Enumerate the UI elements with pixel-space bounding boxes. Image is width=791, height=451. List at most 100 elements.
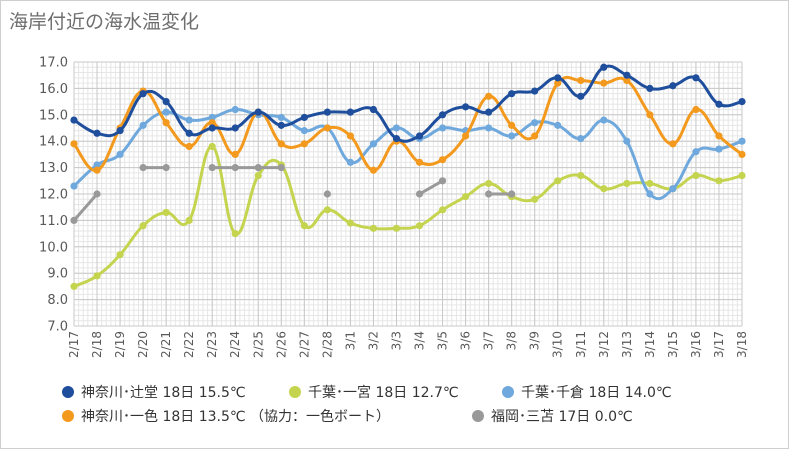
data-point (461, 132, 470, 140)
data-point (277, 121, 285, 129)
x-tick-label: 3/6 (459, 331, 473, 350)
data-point (139, 90, 147, 98)
data-point (715, 177, 723, 185)
data-point (116, 251, 124, 259)
data-point (162, 208, 170, 217)
data-point (116, 127, 124, 135)
x-tick-label: 3/3 (389, 331, 403, 350)
data-point (646, 190, 654, 198)
data-point (277, 113, 285, 122)
data-point (738, 98, 746, 106)
data-point (415, 158, 424, 166)
data-point (600, 116, 608, 124)
data-point (415, 132, 424, 140)
data-point (208, 124, 216, 132)
series-4 (70, 164, 516, 224)
data-point (669, 82, 677, 90)
data-point (646, 84, 654, 92)
x-tick-label: 3/10 (551, 331, 565, 358)
y-tick-label: 9.0 (47, 267, 68, 282)
data-point (231, 124, 239, 132)
data-point (369, 105, 378, 114)
y-tick-label: 13.0 (39, 161, 68, 176)
data-point (600, 185, 608, 193)
data-point (323, 206, 331, 214)
x-tick-label: 2/20 (136, 331, 150, 358)
y-tick-label: 10.0 (39, 240, 68, 255)
x-tick-label: 3/15 (666, 331, 680, 358)
data-point (600, 79, 608, 87)
data-point (438, 206, 447, 214)
data-point (231, 150, 239, 158)
data-point (531, 119, 539, 127)
data-point (208, 119, 216, 127)
data-point (461, 103, 470, 111)
data-point (669, 140, 677, 148)
y-tick-label: 11.0 (39, 214, 68, 229)
data-point (70, 282, 78, 290)
x-tick-label: 3/14 (643, 331, 657, 358)
x-tick-label: 2/25 (251, 331, 265, 358)
data-point (300, 140, 308, 148)
data-point (485, 108, 493, 116)
data-point (208, 164, 216, 172)
x-tick-label: 3/16 (689, 331, 703, 358)
legend-label-tsujido: 神奈川･辻堂 18日 15.5℃ (81, 385, 246, 401)
data-point (323, 124, 331, 132)
data-point (392, 224, 401, 232)
data-point (323, 190, 331, 198)
x-tick-label: 2/26 (274, 331, 288, 358)
data-point (93, 129, 101, 137)
data-point (554, 177, 562, 185)
x-tick-label: 2/21 (159, 331, 173, 358)
data-point (508, 132, 516, 140)
data-point (185, 116, 193, 124)
data-point (554, 79, 562, 87)
data-point (623, 71, 631, 79)
x-tick-label: 3/17 (712, 331, 726, 358)
data-point (692, 105, 700, 114)
legend-item-chikura: 千葉･千倉 18日 14.0℃ (502, 382, 672, 402)
data-point (508, 190, 516, 198)
data-point (692, 74, 700, 82)
data-point (70, 140, 78, 148)
legend-label-isshiki: 神奈川･一色 18日 13.5℃ （協力：一色ボート） (81, 409, 391, 425)
data-point (277, 164, 285, 172)
data-point (208, 113, 216, 122)
series-layer (70, 63, 746, 290)
data-point (93, 166, 101, 174)
legend-label-mitoma: 福岡･三苫 17日 0.0℃ (491, 409, 633, 425)
x-tick-label: 2/24 (228, 331, 242, 358)
series-3 (70, 75, 746, 174)
series-line (72, 108, 744, 201)
data-point (485, 124, 493, 132)
data-point (162, 108, 170, 116)
x-tick-label: 2/22 (182, 331, 196, 358)
x-tick-label: 3/8 (505, 331, 519, 350)
legend-row-2: 神奈川･一色 18日 13.5℃ （協力：一色ボート） 福岡･三苫 17日 0.… (62, 406, 762, 430)
data-point (346, 158, 355, 166)
data-point (346, 132, 355, 140)
legend-label-chikura: 千葉･千倉 18日 14.0℃ (521, 385, 672, 401)
y-tick-label: 17.0 (39, 56, 68, 71)
data-point (254, 171, 262, 180)
data-point (300, 127, 308, 135)
data-point (116, 150, 124, 158)
y-tick-label: 16.0 (39, 82, 68, 97)
data-point (715, 145, 723, 153)
data-point (254, 164, 262, 172)
data-point (669, 185, 677, 193)
x-tick-label: 3/13 (620, 331, 634, 358)
data-point (185, 216, 193, 224)
x-tick-label: 2/19 (113, 331, 127, 358)
data-point (139, 121, 147, 129)
legend-row-1: 神奈川･辻堂 18日 15.5℃ 千葉･一宮 18日 12.7℃ 千葉･千倉 1… (62, 382, 762, 406)
series-line (72, 192, 99, 222)
data-point (577, 171, 585, 180)
data-point (323, 108, 331, 116)
data-point (300, 113, 308, 122)
legend-item-isshiki: 神奈川･一色 18日 13.5℃ （協力：一色ボート） (62, 406, 390, 426)
data-point (646, 179, 654, 188)
data-point (623, 179, 631, 188)
data-point (369, 224, 378, 232)
